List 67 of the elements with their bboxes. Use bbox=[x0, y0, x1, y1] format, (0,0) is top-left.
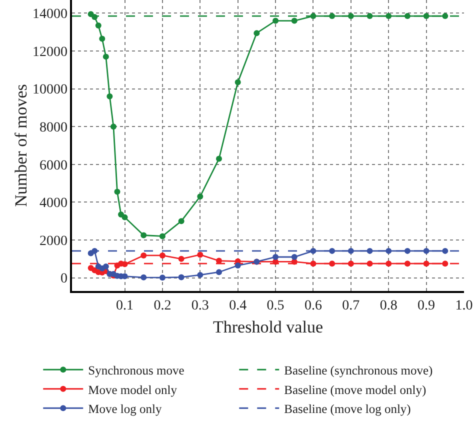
y-tick-label: 10000 bbox=[32, 82, 68, 98]
legend-label: Synchronous move bbox=[88, 364, 185, 378]
point bbox=[140, 274, 147, 280]
legend-label: Move model only bbox=[88, 382, 178, 397]
y-axis-title: Number of moves bbox=[11, 84, 30, 207]
point bbox=[386, 13, 392, 20]
point bbox=[272, 254, 279, 260]
x-tick-label: 0.8 bbox=[380, 298, 398, 314]
point bbox=[386, 260, 392, 267]
point bbox=[291, 254, 298, 260]
point bbox=[99, 36, 106, 42]
legend-label: Move log only bbox=[88, 402, 162, 416]
point bbox=[404, 248, 410, 254]
x-tick-label: 0.9 bbox=[418, 298, 436, 314]
point bbox=[272, 18, 279, 24]
point bbox=[197, 272, 204, 278]
x-tick-label: 0.5 bbox=[266, 298, 284, 314]
point bbox=[102, 263, 109, 270]
point bbox=[159, 252, 166, 258]
point bbox=[254, 30, 260, 36]
x-tick-label: 0.2 bbox=[154, 298, 172, 314]
point bbox=[197, 252, 204, 258]
point bbox=[423, 248, 430, 254]
legend-label: Baseline (move log only) bbox=[284, 402, 411, 416]
y-tick-label: 2000 bbox=[39, 234, 68, 249]
point bbox=[291, 18, 298, 24]
point bbox=[442, 13, 448, 20]
point bbox=[110, 124, 116, 130]
point bbox=[140, 252, 147, 258]
y-tick-label: 0 bbox=[60, 272, 68, 287]
point bbox=[197, 194, 204, 200]
legend-label: Baseline (synchronous move) bbox=[284, 364, 433, 378]
y-tick-label: 4000 bbox=[39, 196, 68, 212]
point bbox=[442, 260, 448, 267]
x-tick-label: 0.7 bbox=[342, 298, 360, 314]
point bbox=[386, 248, 392, 254]
y-tick-label: 14000 bbox=[32, 7, 68, 22]
point bbox=[122, 214, 128, 220]
point bbox=[178, 274, 184, 280]
x-axis-title: Threshold value bbox=[213, 317, 323, 336]
x-tick-label: 0.3 bbox=[191, 298, 209, 314]
point bbox=[106, 93, 113, 100]
point bbox=[423, 13, 430, 20]
point bbox=[234, 262, 241, 268]
x-tick-label: 0.4 bbox=[229, 298, 247, 314]
y-tick-label: 8000 bbox=[39, 120, 68, 136]
point bbox=[216, 269, 222, 276]
point bbox=[178, 218, 184, 224]
point bbox=[404, 260, 410, 267]
point bbox=[234, 79, 241, 86]
point bbox=[102, 54, 109, 60]
point bbox=[159, 233, 166, 240]
y-tick-label: 12000 bbox=[32, 44, 68, 60]
point bbox=[404, 13, 410, 20]
x-tick-label: 0.1 bbox=[116, 298, 134, 314]
x-tick-label: 0.6 bbox=[304, 298, 322, 314]
point bbox=[140, 232, 147, 238]
point bbox=[423, 260, 430, 267]
point bbox=[442, 248, 448, 254]
point bbox=[95, 22, 102, 29]
x-tick-label: 1.0 bbox=[455, 298, 473, 314]
point bbox=[216, 156, 222, 162]
point bbox=[159, 274, 166, 281]
point bbox=[178, 256, 184, 262]
y-tick-label: 6000 bbox=[39, 158, 68, 174]
point bbox=[114, 188, 120, 195]
legend-label: Baseline (move model only) bbox=[284, 382, 426, 397]
